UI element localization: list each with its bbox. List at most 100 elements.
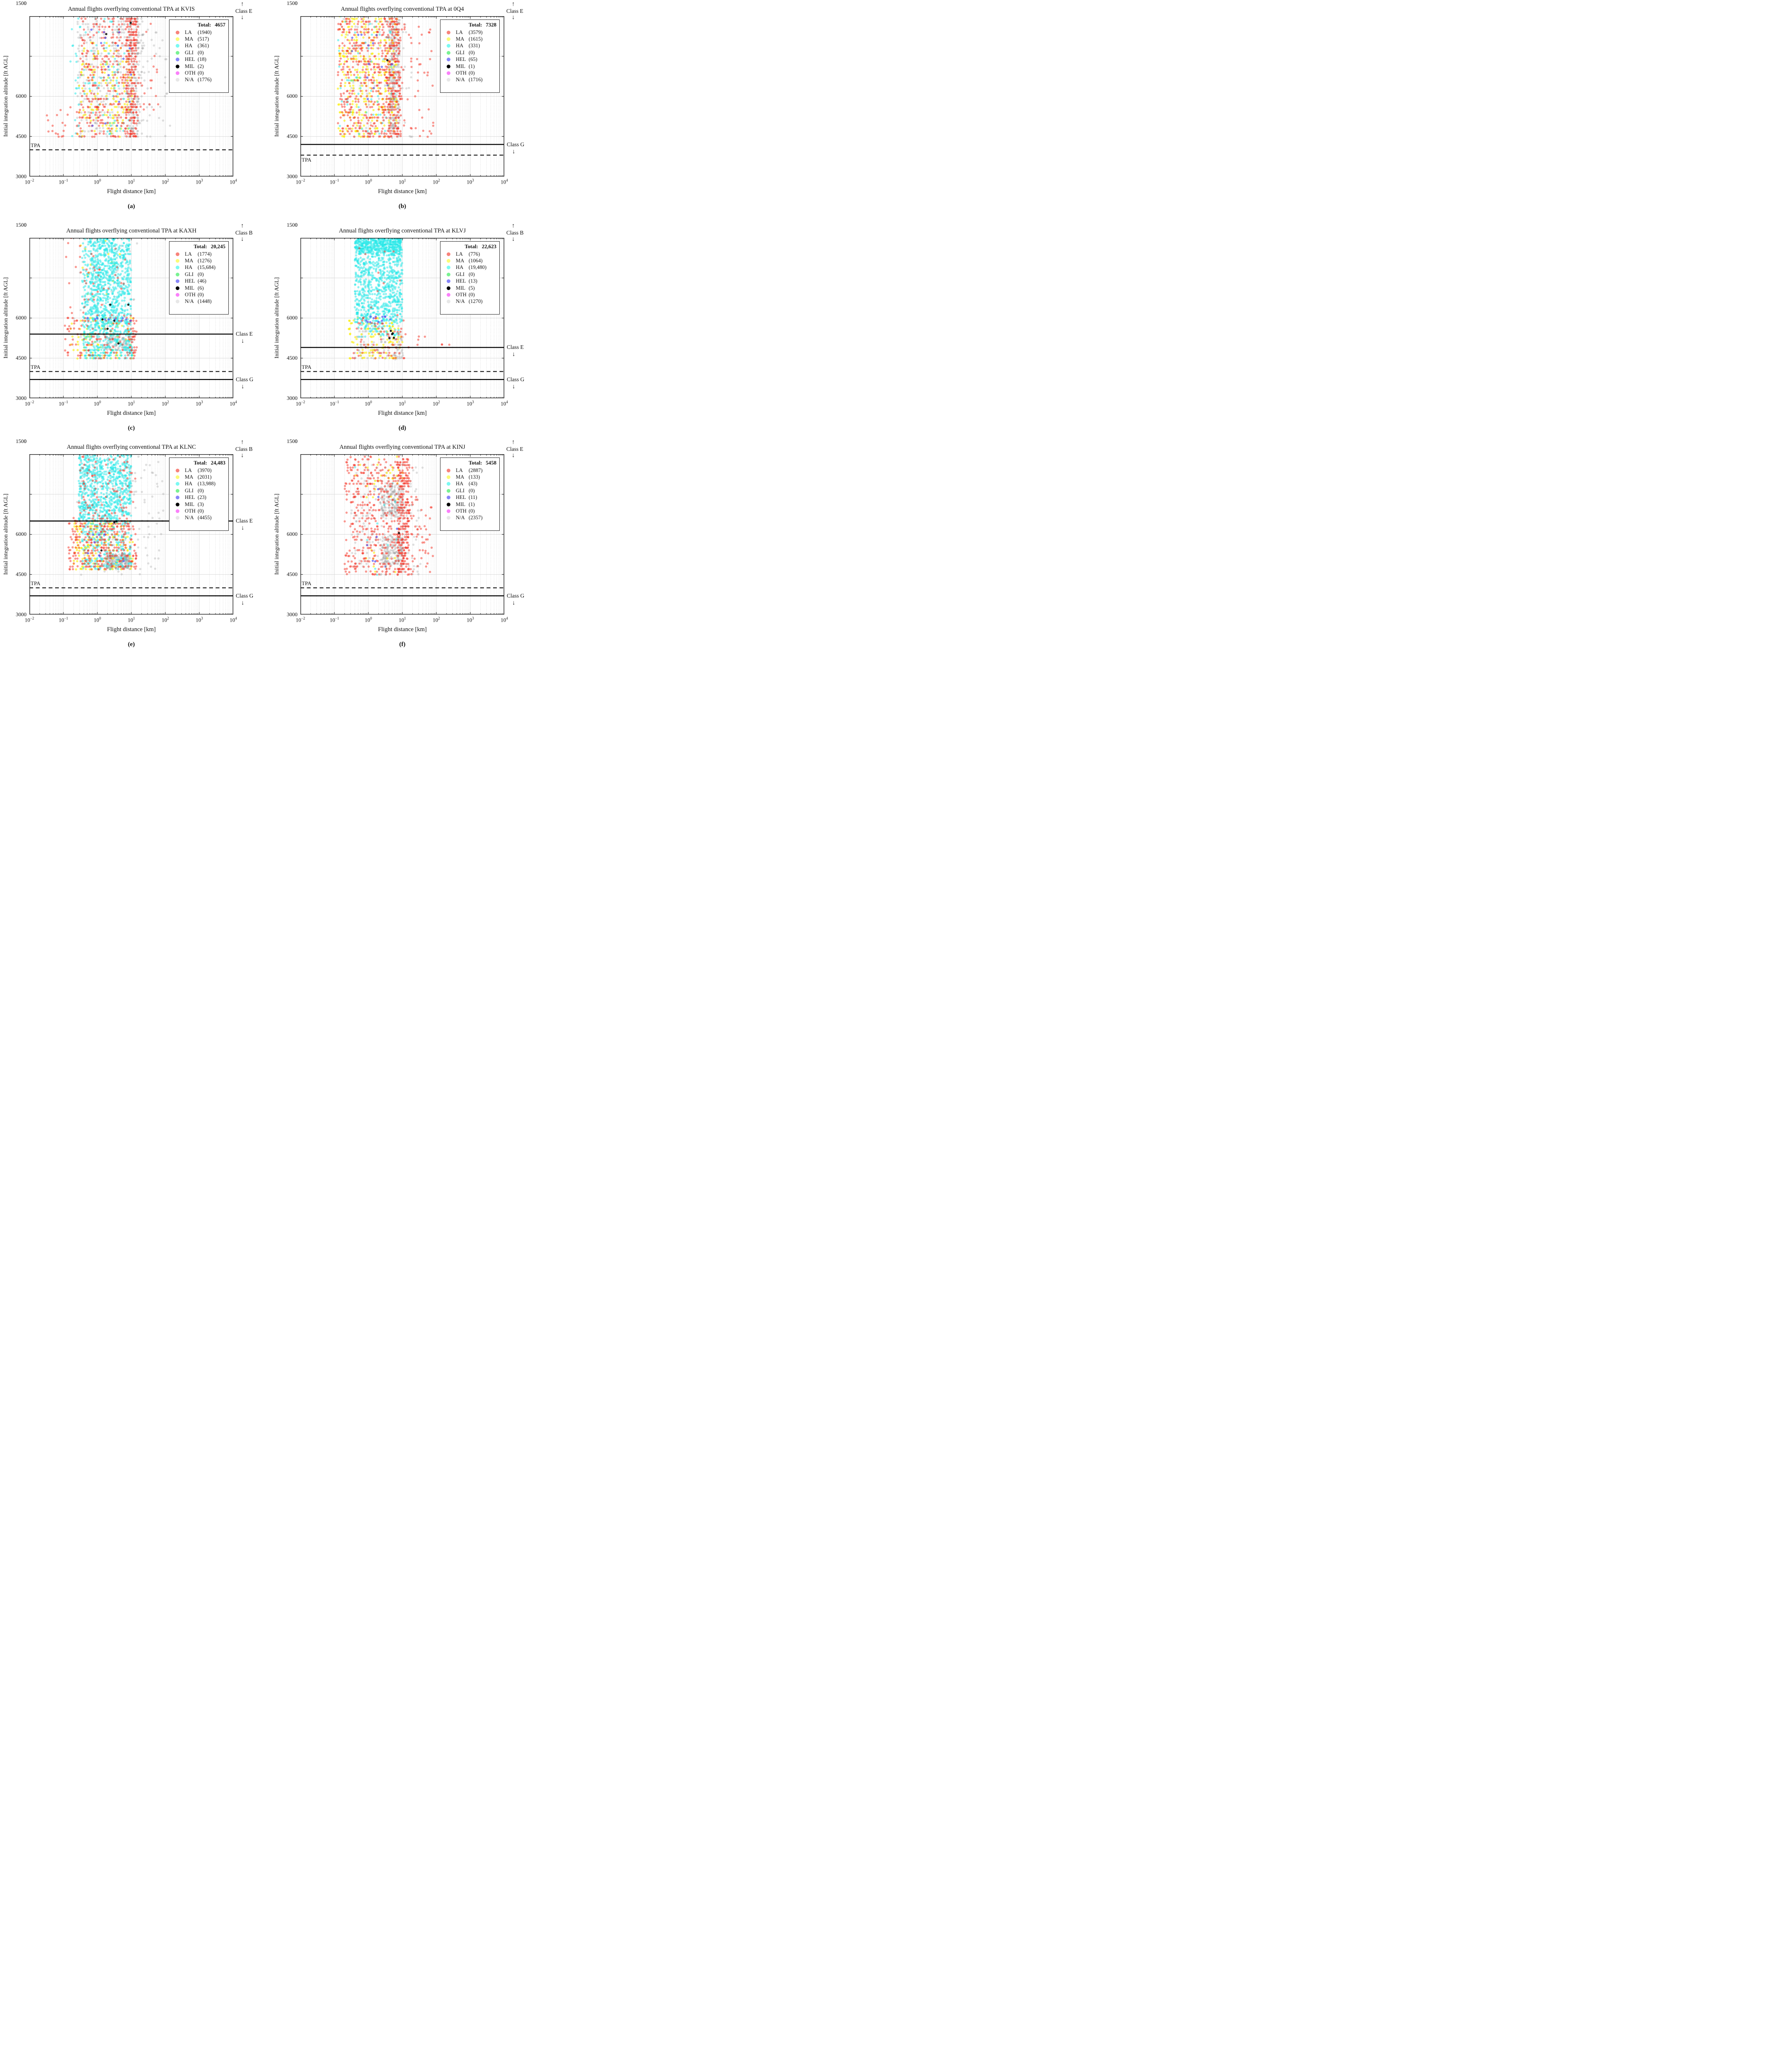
plot-title: Annual flights overflying conventional T… <box>67 444 196 450</box>
ma-dot-icon <box>176 37 179 41</box>
legend-total-label: Total: <box>469 460 482 466</box>
arrow-up-icon: ↑ <box>241 439 244 445</box>
tpa-line-label: TPA <box>31 580 41 586</box>
x-tick-1e0: 100 <box>365 178 372 185</box>
legend-total: Total: 4657 <box>169 22 228 29</box>
subplot-KINJ: Annual flights overflying conventional T… <box>271 438 530 660</box>
legend-item-hel: HEL (65) <box>440 56 499 63</box>
x-tick-1e-2: 10−2 <box>24 178 34 185</box>
arrow-down-icon: ↓ <box>512 14 515 21</box>
ha-dot-icon <box>176 266 179 270</box>
ma-dot-icon <box>447 37 450 41</box>
arrow-down-icon: ↓ <box>241 599 244 606</box>
hel-dot-icon <box>176 279 179 283</box>
legend-item-ha: HA (15,684) <box>169 264 228 271</box>
x-tick-1e-1: 10−1 <box>58 178 68 185</box>
na-dot-icon <box>176 516 179 520</box>
legend-item-gli: GLI (0) <box>440 271 499 278</box>
legend-item-oth: OTH (0) <box>440 291 499 298</box>
y-tick-4500: 4500 <box>16 571 27 577</box>
y-tick-6000: 6000 <box>287 93 298 99</box>
x-tick-1e1: 101 <box>128 616 135 623</box>
arrow-down-icon: ↓ <box>512 148 515 155</box>
y-tick-6000: 6000 <box>16 315 27 321</box>
legend-item-ha: HA (331) <box>440 43 499 49</box>
airspace-class-top-label: ↑ Class B ↓ <box>235 439 253 459</box>
legend-box: Total: 22,623 LA (776) MA (1064) HA (19,480… <box>440 241 500 315</box>
x-axis-label: Flight distance [km] <box>107 188 156 195</box>
x-tick-1e3: 103 <box>196 400 203 407</box>
legend-item-ha: HA (13,988) <box>169 481 228 487</box>
y-tick-1500: 1500 <box>287 222 298 228</box>
oth-dot-icon <box>176 293 179 297</box>
x-tick-1e2: 102 <box>162 400 169 407</box>
plot-title: Annual flights overflying conventional T… <box>68 6 195 12</box>
legend-box: Total: 5458 LA (2887) MA (133) HA (43) GLI(… <box>440 457 500 531</box>
x-tick-1e4: 104 <box>501 616 508 623</box>
legend-item-oth: OTH (0) <box>169 70 228 76</box>
x-tick-1e-2: 10−2 <box>295 178 305 185</box>
legend-item-ha: HA (19,480) <box>440 264 499 271</box>
x-tick-1e-2: 10−2 <box>24 400 34 407</box>
arrow-down-icon: ↓ <box>512 351 515 358</box>
legend-total-value: 7328 <box>486 22 496 28</box>
y-tick-0: 0 <box>24 438 27 444</box>
y-tick-4500: 4500 <box>287 133 298 139</box>
hel-dot-icon <box>447 496 450 500</box>
airspace-boundary-label-1: Class G ↓ <box>507 376 525 390</box>
x-tick-1e3: 103 <box>467 616 474 623</box>
y-tick-3000: 3000 <box>16 611 27 617</box>
legend-total: Total: 24,483 <box>169 460 228 467</box>
legend-item-na: N/A (4455) <box>169 515 228 521</box>
legend-item-ma: MA (517) <box>169 36 228 42</box>
subplot-letter-label: (e) <box>128 641 135 648</box>
legend-item-gli: GLI (0) <box>169 487 228 494</box>
plot-title: Annual flights overflying conventional T… <box>339 228 466 234</box>
oth-dot-icon <box>447 71 450 75</box>
airspace-boundary-label-0: Class G ↓ <box>507 141 525 155</box>
x-tick-1e-1: 10−1 <box>58 616 68 623</box>
legend-total-value: 4657 <box>215 22 225 28</box>
hel-dot-icon <box>447 279 450 283</box>
ma-dot-icon <box>176 259 179 263</box>
la-dot-icon <box>176 30 179 34</box>
x-tick-1e2: 102 <box>433 178 440 185</box>
arrow-down-icon: ↓ <box>241 236 244 242</box>
y-tick-3000: 3000 <box>287 395 298 401</box>
arrow-up-icon: ↑ <box>512 439 515 445</box>
legend-item-na: N/A (1270) <box>440 298 499 305</box>
x-tick-1e4: 104 <box>230 616 237 623</box>
legend-item-hel: HEL (13) <box>440 278 499 285</box>
legend-item-hel: HEL (18) <box>169 56 228 63</box>
figure-grid: Annual flights overflying conventional T… <box>0 0 530 651</box>
legend-item-ma: MA (1615) <box>440 36 499 42</box>
legend-item-la: LA (1940) <box>169 29 228 36</box>
arrow-down-icon: ↓ <box>512 452 515 459</box>
legend-item-la: LA (2887) <box>440 467 499 474</box>
y-tick-1500: 1500 <box>287 0 298 6</box>
x-tick-1e2: 102 <box>162 616 169 623</box>
x-tick-1e4: 104 <box>501 178 508 185</box>
ma-dot-icon <box>176 475 179 479</box>
subplot-KLVJ: Annual flights overflying conventional T… <box>271 222 530 443</box>
mil-dot-icon <box>176 64 179 68</box>
na-dot-icon <box>176 300 179 304</box>
legend-item-mil: MIL (3) <box>169 501 228 508</box>
x-tick-1e0: 100 <box>365 400 372 407</box>
legend-item-gli: GLI (0) <box>169 271 228 278</box>
legend-item-gli: GLI (0) <box>440 487 499 494</box>
legend-item-gli: GLI (0) <box>169 49 228 56</box>
y-tick-1500: 1500 <box>16 438 27 444</box>
arrow-down-icon: ↓ <box>512 599 515 606</box>
x-tick-1e4: 104 <box>230 178 237 185</box>
oth-dot-icon <box>447 293 450 297</box>
x-tick-1e4: 104 <box>230 400 237 407</box>
ha-dot-icon <box>176 44 179 48</box>
arrow-down-icon: ↓ <box>512 236 515 242</box>
y-tick-6000: 6000 <box>287 315 298 321</box>
x-tick-1e1: 101 <box>399 400 406 407</box>
legend-item-mil: MIL (5) <box>440 285 499 291</box>
arrow-up-icon: ↑ <box>241 223 244 229</box>
airspace-class-top-label: ↑ Class E ↓ <box>506 439 523 459</box>
y-tick-0: 0 <box>295 438 298 444</box>
